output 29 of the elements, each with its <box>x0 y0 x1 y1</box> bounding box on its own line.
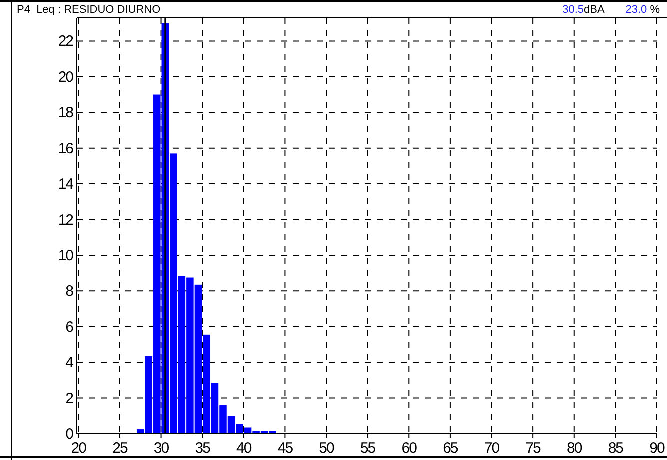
x-tick-label: 60 <box>402 440 418 457</box>
x-tick-label: 75 <box>526 440 542 457</box>
y-tick-label: 18 <box>58 104 74 122</box>
chart-title: P4 Leq : RESIDUO DIURNO <box>17 4 162 16</box>
x-tick-label: 40 <box>236 440 252 457</box>
x-tick-label: 50 <box>319 440 335 457</box>
x-tick-label: 25 <box>112 440 128 457</box>
x-tick-label: 85 <box>608 440 624 457</box>
x-tick-label: 45 <box>278 440 294 457</box>
y-tick-label: 16 <box>58 140 74 158</box>
text: 23.0 % <box>626 4 660 16</box>
y-tick-label: 6 <box>66 318 74 336</box>
y-tick-label: 2 <box>66 390 74 408</box>
x-tick-label: 55 <box>360 440 376 457</box>
y-tick-label: 22 <box>58 33 74 50</box>
x-tick-label: 35 <box>195 440 211 457</box>
y-tick-label: 4 <box>66 354 74 372</box>
y-tick-label: 0 <box>66 426 74 443</box>
text: 30.5dBA <box>562 4 606 16</box>
x-tick-label: 90 <box>650 440 665 457</box>
y-tick-label: 20 <box>58 68 74 86</box>
y-tick-label: 12 <box>58 212 74 229</box>
x-tick-label: 70 <box>484 440 500 457</box>
x-tick-label: 65 <box>443 440 458 457</box>
x-tick-label: 80 <box>567 440 582 457</box>
y-tick-label: 8 <box>66 283 74 300</box>
y-tick-label: 14 <box>58 176 74 194</box>
x-tick-label: 30 <box>154 440 170 457</box>
y-tick-label: 10 <box>58 247 74 264</box>
